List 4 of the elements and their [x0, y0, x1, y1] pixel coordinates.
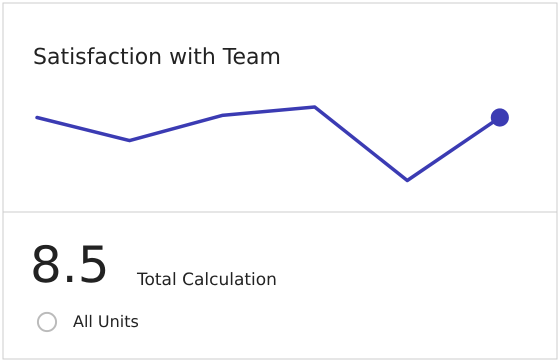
text: 8.5	[30, 236, 110, 294]
chart-title: Satisfaction with Team	[33, 45, 281, 70]
text: Total Calculation	[136, 270, 277, 290]
text: All Units	[73, 312, 139, 331]
